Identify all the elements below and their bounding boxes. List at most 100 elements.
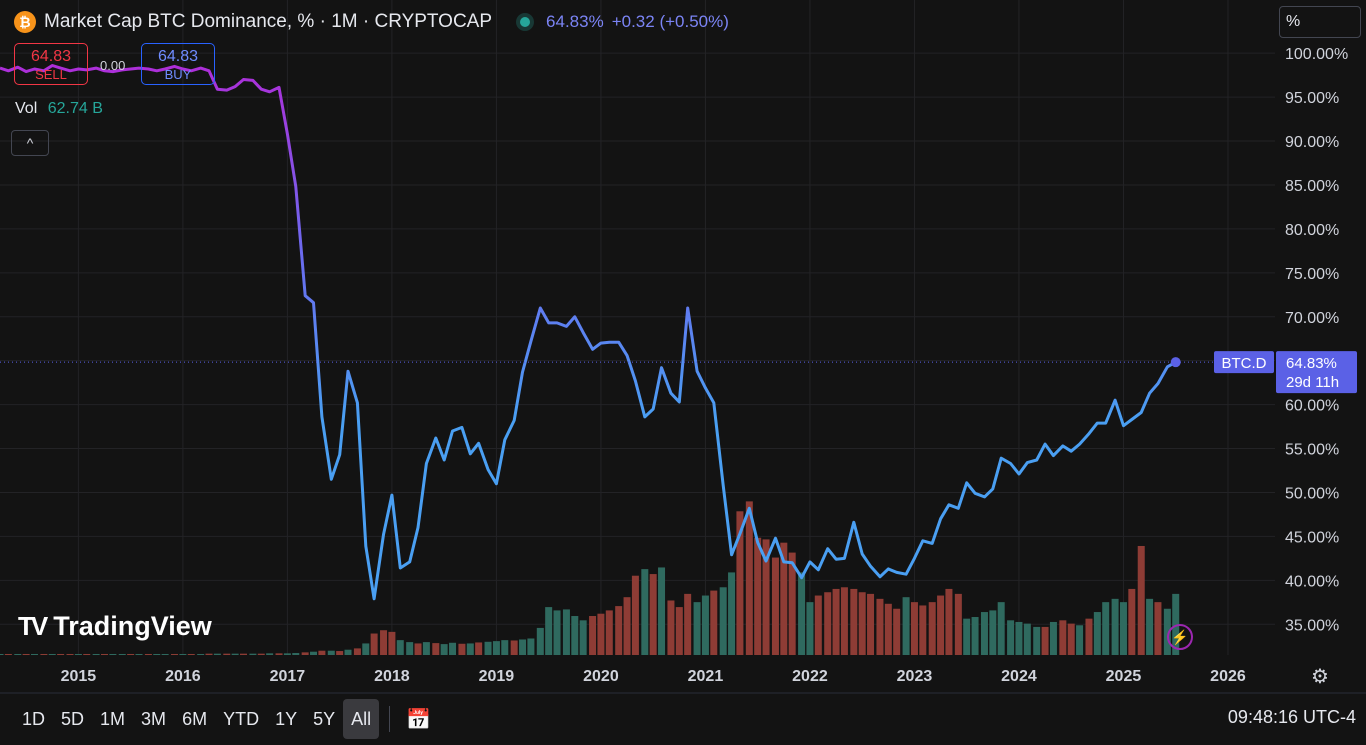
y-tick-label: 45.00% bbox=[1285, 529, 1339, 546]
volume-bar bbox=[536, 627, 544, 655]
volume-bar bbox=[432, 643, 440, 655]
volume-bar bbox=[127, 654, 135, 655]
volume-bar bbox=[1049, 621, 1057, 655]
volume-bar bbox=[318, 650, 326, 655]
range-button-5y[interactable]: 5Y bbox=[313, 709, 336, 729]
volume-bar bbox=[257, 653, 265, 655]
volume-bar bbox=[187, 654, 195, 655]
range-button-5d[interactable]: 5D bbox=[61, 709, 85, 729]
symbol-title[interactable]: Market Cap BTC Dominance, % · 1M · CRYPT… bbox=[44, 11, 493, 32]
y-tick-label: 55.00% bbox=[1285, 442, 1339, 459]
volume-bar bbox=[213, 653, 221, 655]
volume-bar bbox=[66, 654, 74, 655]
volume-bar bbox=[693, 602, 701, 655]
range-button-3m[interactable]: 3M bbox=[141, 709, 167, 729]
volume-bar bbox=[144, 654, 152, 655]
volume-bar bbox=[605, 610, 613, 655]
gear-icon[interactable]: ⚙ bbox=[1311, 666, 1329, 688]
volume-bar bbox=[466, 643, 474, 655]
volume-bar bbox=[231, 653, 239, 655]
y-axis: 100.00% 95.00% 90.00% 85.00% 80.00% 75.00% 70.… bbox=[1285, 46, 1348, 634]
volume-bar bbox=[449, 642, 457, 655]
volume-bar bbox=[458, 643, 466, 655]
volume-bar bbox=[937, 595, 945, 655]
volume-bar bbox=[579, 620, 587, 655]
y-tick-label: 85.00% bbox=[1285, 178, 1339, 195]
volume-bar bbox=[353, 648, 361, 655]
price-tag-symbol-bg bbox=[1214, 351, 1274, 374]
range-button-ytd[interactable]: YTD bbox=[223, 709, 260, 729]
x-tick-label: 2023 bbox=[897, 668, 933, 685]
volume-bar bbox=[867, 593, 875, 655]
x-tick-label: 2022 bbox=[792, 668, 828, 685]
volume-bar bbox=[370, 633, 378, 655]
lightning-icon[interactable]: ⚡ bbox=[1167, 624, 1193, 650]
volume-bar bbox=[4, 654, 12, 655]
volume-legend: Vol 62.74 B bbox=[15, 100, 103, 118]
volume-bar bbox=[510, 640, 518, 655]
volume-bar bbox=[179, 654, 187, 655]
volume-bar bbox=[135, 654, 143, 655]
volume-bar bbox=[414, 643, 422, 655]
volume-bars bbox=[0, 501, 1180, 655]
volume-bar bbox=[1154, 602, 1162, 655]
volume-bar bbox=[641, 569, 649, 655]
volume-bar bbox=[118, 654, 126, 655]
volume-bar bbox=[571, 616, 579, 655]
volume-bar bbox=[701, 595, 709, 655]
volume-bar bbox=[484, 641, 492, 655]
volume-bar bbox=[649, 574, 657, 655]
tradingview-logo[interactable]: TV TradingView bbox=[18, 611, 212, 642]
x-tick-label: 2026 bbox=[1210, 668, 1246, 685]
volume-bar bbox=[824, 592, 832, 655]
y-tick-label: 80.00% bbox=[1285, 222, 1339, 239]
volume-bar bbox=[240, 653, 248, 655]
sell-button[interactable]: 64.83 SELL bbox=[14, 43, 88, 85]
volume-bar bbox=[527, 638, 535, 655]
volume-bar bbox=[57, 654, 65, 655]
volume-bar bbox=[832, 588, 840, 655]
volume-bar bbox=[40, 654, 48, 655]
volume-bar bbox=[1015, 621, 1023, 655]
x-tick-label: 2016 bbox=[165, 668, 201, 685]
range-button-1d[interactable]: 1D bbox=[22, 709, 46, 729]
change-value: +0.32 (+0.50%) bbox=[611, 12, 729, 31]
volume-bar bbox=[684, 593, 692, 655]
price-tag-value: 64.83% bbox=[1286, 355, 1337, 372]
volume-bar bbox=[1128, 588, 1136, 655]
y-tick-label: 90.00% bbox=[1285, 134, 1339, 151]
volume-bar bbox=[1023, 623, 1031, 655]
range-button-6m[interactable]: 6M bbox=[182, 709, 208, 729]
chevron-up-icon: ^ bbox=[26, 135, 34, 151]
range-button-1m[interactable]: 1M bbox=[100, 709, 126, 729]
y-tick-label: 100.00% bbox=[1285, 46, 1348, 63]
spread-value: 0.00 bbox=[100, 58, 126, 73]
volume-bar bbox=[719, 587, 727, 655]
market-status-icon bbox=[520, 17, 531, 27]
volume-bar bbox=[814, 595, 822, 655]
volume-bar bbox=[283, 653, 291, 655]
volume-bar bbox=[153, 654, 161, 655]
volume-bar bbox=[1119, 602, 1127, 655]
volume-bar bbox=[266, 653, 274, 655]
volume-bar bbox=[519, 639, 527, 655]
range-button-1y[interactable]: 1Y bbox=[275, 709, 298, 729]
y-tick-label: 50.00% bbox=[1285, 485, 1339, 502]
scale-mode-button[interactable]: % bbox=[1279, 6, 1361, 38]
volume-bar bbox=[997, 602, 1005, 655]
volume-bar bbox=[954, 593, 962, 655]
clock[interactable]: 09:48:16 UTC-4 bbox=[1227, 707, 1356, 727]
volume-bar bbox=[1146, 598, 1154, 655]
volume-bar bbox=[327, 650, 335, 655]
volume-bar bbox=[492, 641, 500, 655]
bitcoin-logo-icon: ₿ bbox=[14, 11, 36, 33]
volume-bar bbox=[1085, 618, 1093, 655]
range-button-all[interactable]: All bbox=[343, 699, 380, 739]
calendar-range-icon[interactable]: 📅 bbox=[406, 708, 432, 731]
volume-bar bbox=[762, 539, 770, 655]
sell-price: 64.83 bbox=[30, 48, 72, 65]
volume-bar bbox=[14, 654, 22, 655]
buy-button[interactable]: 64.83 BUY bbox=[141, 43, 215, 85]
collapse-legend-button[interactable]: ^ bbox=[11, 130, 49, 156]
